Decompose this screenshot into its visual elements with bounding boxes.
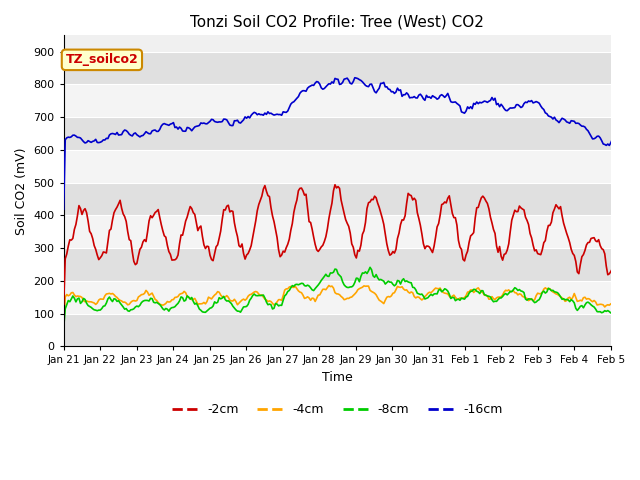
X-axis label: Time: Time: [322, 371, 353, 384]
Title: Tonzi Soil CO2 Profile: Tree (West) CO2: Tonzi Soil CO2 Profile: Tree (West) CO2: [190, 15, 484, 30]
Bar: [64, 183, 611, 216]
Bar: [64, 313, 611, 347]
Bar: [64, 150, 611, 183]
Bar: [64, 248, 611, 281]
Bar: [64, 84, 611, 117]
Bar: [64, 216, 611, 248]
Text: TZ_soilco2: TZ_soilco2: [65, 53, 138, 66]
Bar: [64, 117, 611, 150]
Bar: [64, 52, 611, 84]
Bar: [64, 281, 611, 313]
Legend: -2cm, -4cm, -8cm, -16cm: -2cm, -4cm, -8cm, -16cm: [167, 398, 508, 421]
Y-axis label: Soil CO2 (mV): Soil CO2 (mV): [15, 147, 28, 235]
